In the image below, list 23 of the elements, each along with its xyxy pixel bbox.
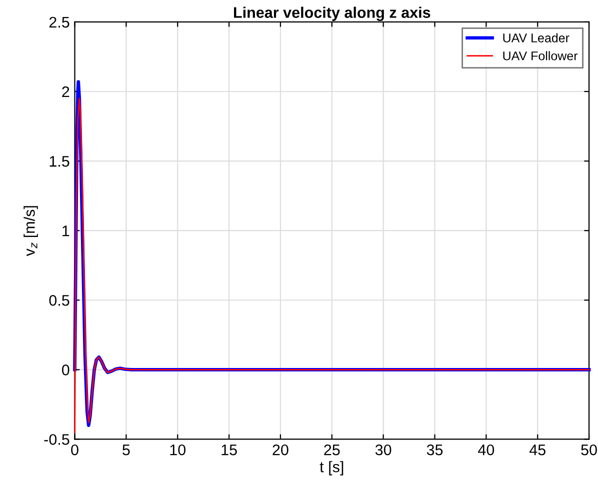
y-axis-title: v$_{z}$ [m/s] bbox=[24, 206, 38, 256]
y-tick-label: 1 bbox=[62, 226, 70, 236]
x-tick-label: 40 bbox=[478, 444, 494, 456]
x-tick-label: 20 bbox=[272, 444, 288, 456]
x-tick-label: 30 bbox=[375, 444, 392, 456]
y-tick-label: 2.5 bbox=[49, 16, 70, 28]
y-tick-label: 0 bbox=[62, 364, 70, 376]
x-tick-label: 10 bbox=[170, 444, 186, 456]
y-tick-label: 1.5 bbox=[50, 156, 70, 167]
legend-label: UAV Leader bbox=[503, 33, 570, 42]
y-tick-label: 2 bbox=[62, 86, 70, 98]
x-axis-title: t [s] bbox=[320, 461, 344, 476]
legend-label: UAV Follower bbox=[503, 51, 578, 60]
x-tick-label: 45 bbox=[529, 444, 546, 456]
y-tick-label: -0.5 bbox=[44, 434, 70, 445]
x-tick-label: 35 bbox=[426, 444, 443, 456]
chart-title: Linear velocity along z axis bbox=[234, 6, 430, 22]
x-tick-label: 25 bbox=[324, 444, 340, 456]
x-tick-label: 50 bbox=[581, 444, 597, 456]
x-tick-label: 15 bbox=[222, 444, 237, 456]
x-tick-label: 0 bbox=[71, 444, 78, 456]
y-tick-label: 0.5 bbox=[49, 294, 70, 306]
x-tick-label: 5 bbox=[122, 444, 130, 456]
